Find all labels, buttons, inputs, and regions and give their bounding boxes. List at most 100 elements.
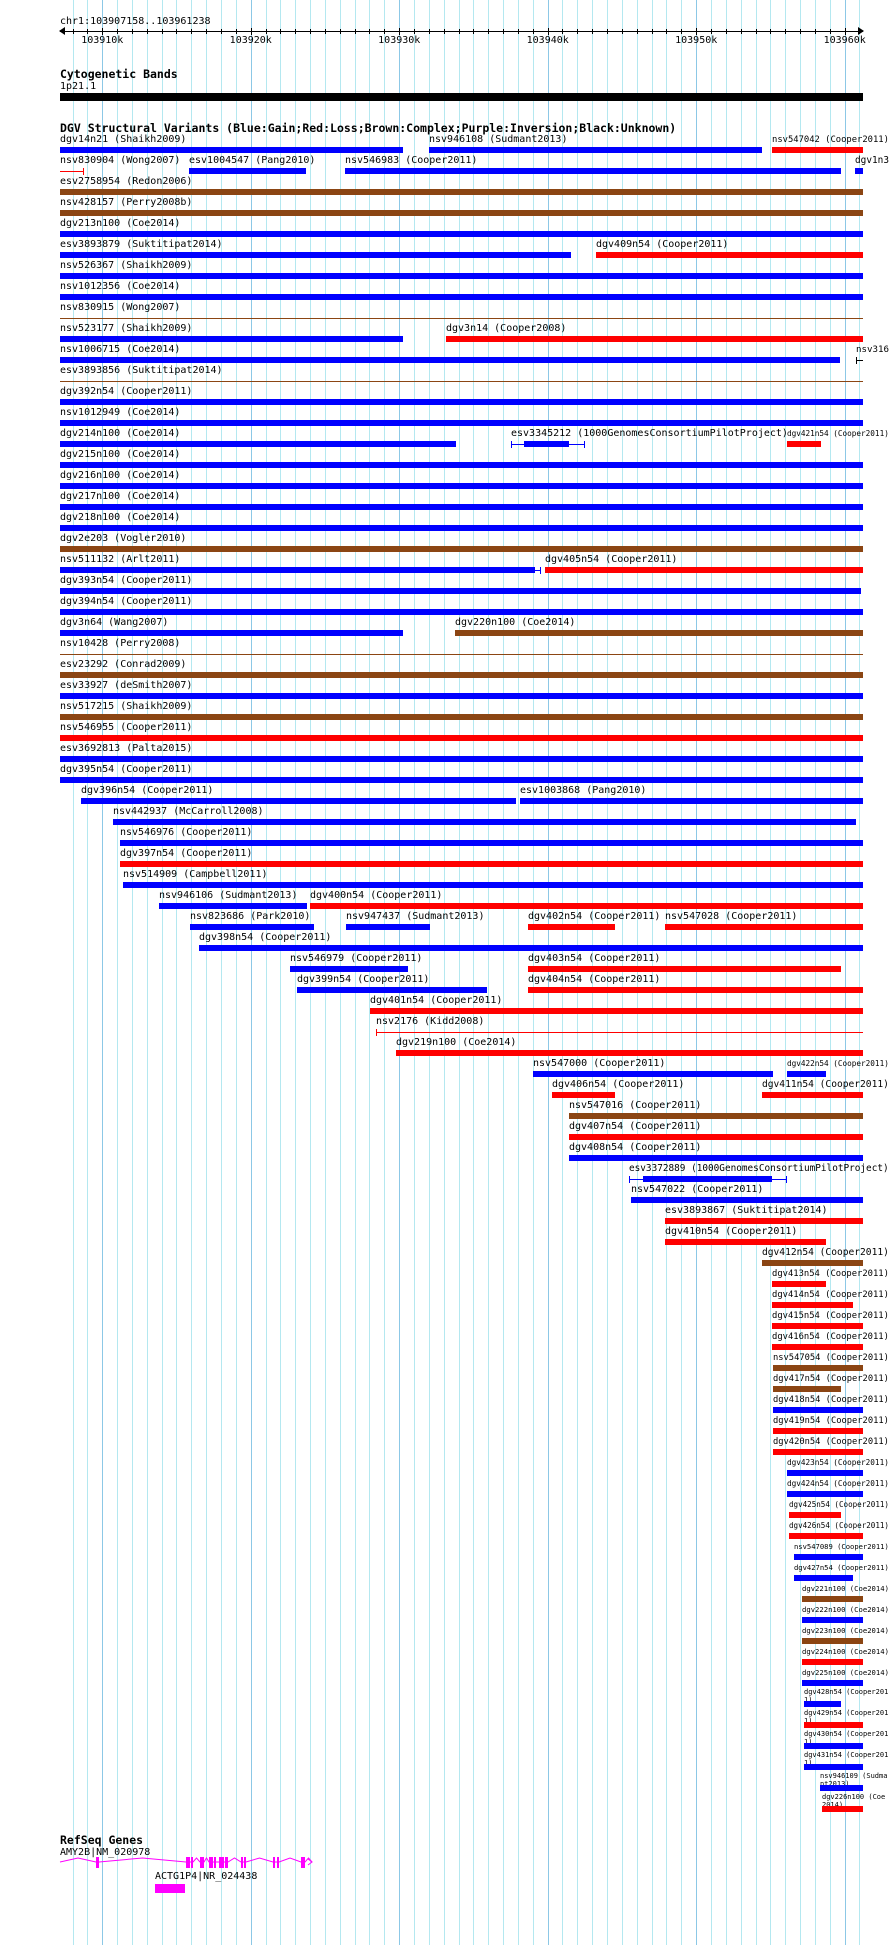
sv-feature-bar[interactable] [60, 357, 840, 363]
sv-feature-bar[interactable] [455, 630, 863, 636]
sv-feature-bar[interactable] [189, 168, 306, 174]
sv-feature-bar[interactable] [665, 1239, 826, 1245]
sv-feature-bar[interactable] [804, 1743, 863, 1749]
sv-feature-bar[interactable] [789, 1512, 841, 1518]
gene-exon[interactable] [301, 1857, 305, 1868]
sv-feature-line[interactable] [60, 171, 84, 172]
sv-feature-bar[interactable] [762, 1092, 863, 1098]
sv-feature-bar[interactable] [665, 924, 863, 930]
sv-feature-bar[interactable] [631, 1197, 863, 1203]
gene-intron-line[interactable] [59, 1857, 313, 1863]
sv-feature-bar[interactable] [81, 798, 516, 804]
sv-feature-line[interactable] [856, 360, 863, 361]
sv-feature-bar[interactable] [60, 189, 863, 195]
gene-exon[interactable] [225, 1857, 228, 1868]
sv-feature-bar[interactable] [596, 252, 863, 258]
sv-feature-line[interactable] [60, 381, 863, 382]
sv-feature-bar[interactable] [60, 693, 863, 699]
gene-exon[interactable] [219, 1857, 224, 1868]
sv-feature-bar[interactable] [773, 1449, 863, 1455]
cyto-band[interactable] [60, 93, 863, 101]
sv-feature-bar[interactable] [370, 1008, 863, 1014]
sv-feature-bar[interactable] [113, 819, 856, 825]
sv-feature-bar[interactable] [60, 504, 863, 510]
gene-exon[interactable] [273, 1857, 275, 1868]
sv-feature-bar[interactable] [60, 399, 863, 405]
sv-feature-bar[interactable] [528, 966, 841, 972]
sv-feature-bar[interactable] [297, 987, 487, 993]
gene-exon[interactable] [277, 1857, 279, 1868]
gene-exon[interactable] [96, 1857, 99, 1868]
sv-feature-bar[interactable] [60, 735, 863, 741]
sv-feature-bar[interactable] [60, 777, 863, 783]
sv-feature-bar[interactable] [789, 1533, 863, 1539]
sv-feature-bar[interactable] [804, 1701, 841, 1707]
sv-feature-bar[interactable] [772, 147, 863, 153]
sv-feature-bar[interactable] [159, 903, 307, 909]
sv-feature-bar[interactable] [60, 756, 863, 762]
sv-feature-bar[interactable] [524, 441, 569, 447]
sv-feature-bar[interactable] [855, 168, 863, 174]
sv-feature-bar[interactable] [60, 630, 403, 636]
sv-feature-bar[interactable] [60, 147, 403, 153]
sv-feature-bar[interactable] [310, 903, 863, 909]
sv-feature-bar[interactable] [346, 924, 430, 930]
sv-feature-line[interactable] [60, 654, 863, 655]
sv-feature-line[interactable] [60, 318, 863, 319]
sv-feature-bar[interactable] [569, 1134, 863, 1140]
sv-feature-bar[interactable] [802, 1617, 863, 1623]
sv-feature-bar[interactable] [772, 1302, 853, 1308]
sv-feature-bar[interactable] [533, 1071, 773, 1077]
sv-feature-bar[interactable] [60, 462, 863, 468]
sv-feature-line[interactable] [376, 1032, 863, 1033]
sv-feature-bar[interactable] [429, 147, 762, 153]
sv-feature-bar[interactable] [60, 231, 863, 237]
sv-feature-bar[interactable] [772, 1344, 863, 1350]
sv-feature-bar[interactable] [787, 1470, 863, 1476]
sv-feature-bar[interactable] [794, 1575, 853, 1581]
sv-feature-bar[interactable] [787, 441, 821, 447]
sv-feature-bar[interactable] [545, 567, 863, 573]
sv-feature-bar[interactable] [60, 609, 863, 615]
sv-feature-bar[interactable] [787, 1071, 826, 1077]
sv-feature-bar[interactable] [794, 1554, 863, 1560]
sv-feature-bar[interactable] [290, 966, 408, 972]
sv-feature-bar[interactable] [60, 546, 863, 552]
sv-feature-bar[interactable] [60, 483, 863, 489]
sv-feature-bar[interactable] [60, 273, 863, 279]
sv-feature-bar[interactable] [396, 1050, 863, 1056]
gene-exon[interactable] [241, 1857, 243, 1868]
sv-feature-bar[interactable] [60, 336, 403, 342]
sv-feature-bar[interactable] [643, 1176, 772, 1182]
sv-feature-bar[interactable] [773, 1386, 841, 1392]
sv-feature-bar[interactable] [569, 1155, 863, 1161]
sv-feature-bar[interactable] [772, 1281, 826, 1287]
sv-feature-bar[interactable] [60, 420, 863, 426]
sv-feature-bar[interactable] [60, 441, 456, 447]
sv-feature-bar[interactable] [773, 1407, 863, 1413]
sv-feature-bar[interactable] [569, 1113, 863, 1119]
sv-feature-bar[interactable] [773, 1365, 863, 1371]
gene-exon[interactable] [214, 1857, 216, 1868]
sv-feature-bar[interactable] [804, 1764, 863, 1770]
sv-feature-bar[interactable] [123, 882, 863, 888]
sv-feature-bar[interactable] [60, 714, 863, 720]
sv-feature-bar[interactable] [120, 861, 863, 867]
sv-feature-bar[interactable] [762, 1260, 863, 1266]
gene-exon[interactable] [155, 1884, 185, 1893]
sv-feature-bar[interactable] [190, 924, 314, 930]
sv-feature-bar[interactable] [60, 567, 535, 573]
sv-feature-bar[interactable] [120, 840, 863, 846]
gene-exon[interactable] [186, 1857, 190, 1868]
sv-feature-bar[interactable] [802, 1659, 863, 1665]
sv-feature-bar[interactable] [772, 1323, 863, 1329]
sv-feature-bar[interactable] [802, 1596, 863, 1602]
sv-feature-bar[interactable] [822, 1806, 863, 1812]
sv-feature-bar[interactable] [446, 336, 863, 342]
sv-feature-bar[interactable] [804, 1722, 863, 1728]
sv-feature-bar[interactable] [60, 672, 863, 678]
gene-exon[interactable] [244, 1857, 246, 1868]
sv-feature-bar[interactable] [528, 924, 615, 930]
sv-feature-bar[interactable] [528, 987, 863, 993]
gene-exon[interactable] [191, 1857, 193, 1868]
